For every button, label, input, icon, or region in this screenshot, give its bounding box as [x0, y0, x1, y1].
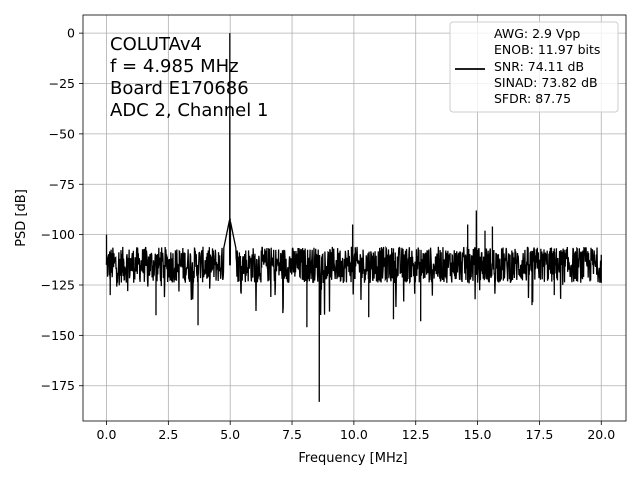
x-tick-label: 20.0: [587, 427, 615, 442]
annotation-block: COLUTAv4 f = 4.985 MHz Board E170686 ADC…: [110, 34, 268, 121]
x-tick-label: 7.5: [282, 427, 302, 442]
x-axis-ticks: 0.0 2.5 5.0 7.5 10.0 12.5 15.0 17.5 20.0: [97, 421, 615, 442]
annotation-line-3: Board E170686: [110, 78, 249, 99]
psd-series: [105, 33, 603, 402]
annotation-line-1: COLUTAv4: [110, 34, 202, 55]
x-tick-label: 17.5: [525, 427, 553, 442]
y-tick-label: −25: [49, 76, 75, 91]
y-tick-label: −75: [49, 177, 75, 192]
legend-line-5: SFDR: 87.75: [494, 91, 571, 106]
plot-frame: [82, 14, 627, 422]
legend-line-1: AWG: 2.9 Vpp: [494, 26, 580, 41]
x-tick-label: 10.0: [340, 427, 368, 442]
y-tick-label: 0: [67, 26, 75, 41]
x-tick-label: 2.5: [158, 427, 178, 442]
y-tick-label: −50: [49, 126, 75, 141]
x-tick-label: 0.0: [97, 427, 117, 442]
y-tick-label: −150: [41, 328, 75, 343]
psd-trace: [105, 33, 603, 402]
y-axis-label: PSD [dB]: [14, 189, 29, 247]
y-axis-ticks: 0 −25 −50 −75 −100 −125 −150 −175: [41, 26, 83, 393]
legend-line-2: ENOB: 11.97 bits: [494, 42, 600, 57]
legend-line-3: SNR: 74.11 dB: [494, 59, 584, 74]
x-axis-label: Frequency [MHz]: [298, 451, 407, 466]
legend-frame: [449, 21, 619, 113]
y-tick-label: −175: [41, 378, 75, 393]
y-tick-label: −125: [41, 277, 75, 292]
annotation-line-4: ADC 2, Channel 1: [110, 100, 268, 121]
legend-line-4: SINAD: 73.82 dB: [494, 75, 598, 90]
grid-lines: [83, 15, 626, 421]
y-tick-label: −100: [41, 227, 75, 242]
annotation-line-2: f = 4.985 MHz: [110, 56, 239, 77]
legend: AWG: 2.9 Vpp ENOB: 11.97 bits SNR: 74.11…: [449, 21, 619, 113]
x-tick-label: 12.5: [402, 427, 430, 442]
x-tick-label: 5.0: [220, 427, 240, 442]
x-tick-label: 15.0: [464, 427, 492, 442]
